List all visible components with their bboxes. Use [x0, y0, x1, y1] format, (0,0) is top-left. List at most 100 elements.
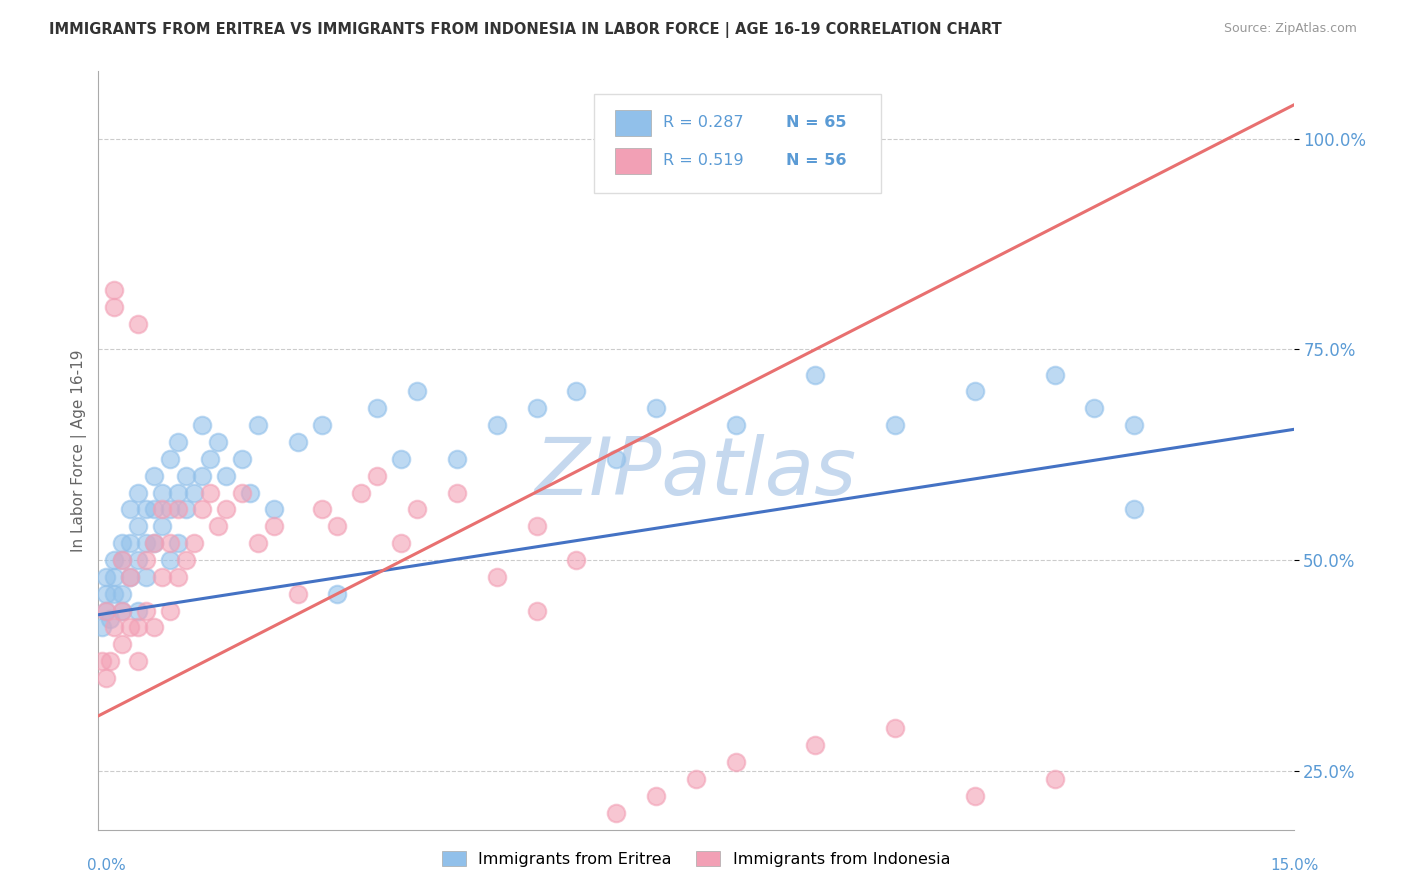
Point — [326, 587, 349, 601]
Point — [103, 587, 125, 601]
Point — [1123, 418, 1146, 433]
Point — [645, 789, 668, 803]
Point — [103, 300, 125, 314]
Text: 15.0%: 15.0% — [1271, 858, 1319, 872]
Point — [884, 418, 907, 433]
Point — [1043, 368, 1066, 382]
Point — [120, 570, 142, 584]
Point — [103, 570, 125, 584]
Point — [120, 502, 142, 516]
Point — [191, 418, 214, 433]
Point — [150, 570, 173, 584]
Point — [366, 468, 388, 483]
Point — [120, 620, 142, 634]
Point — [111, 553, 134, 567]
Point — [287, 435, 309, 450]
Point — [127, 485, 149, 500]
Point — [565, 553, 588, 567]
Point — [526, 401, 548, 416]
Point — [1202, 873, 1225, 888]
Point — [1043, 772, 1066, 786]
Point — [191, 468, 214, 483]
Point — [198, 451, 221, 466]
Point — [963, 384, 986, 399]
Point — [215, 468, 238, 483]
Point — [91, 620, 114, 634]
Point — [143, 536, 166, 550]
Point — [143, 620, 166, 634]
Text: ZIPatlas: ZIPatlas — [534, 434, 858, 512]
Point — [135, 570, 157, 584]
Point — [111, 553, 134, 567]
Point — [406, 502, 429, 516]
Point — [565, 384, 588, 399]
Point — [143, 468, 166, 483]
Point — [111, 603, 134, 617]
Point — [167, 485, 190, 500]
Point — [127, 654, 149, 668]
Point — [91, 654, 114, 668]
Point — [174, 502, 197, 516]
Point — [159, 536, 181, 550]
Point — [207, 519, 229, 533]
Point — [1123, 890, 1146, 892]
Point — [135, 502, 157, 516]
Point — [167, 435, 190, 450]
Point — [207, 435, 229, 450]
Point — [167, 536, 190, 550]
Point — [159, 502, 181, 516]
Text: 0.0%: 0.0% — [87, 858, 127, 872]
Point — [311, 418, 333, 433]
Point — [135, 553, 157, 567]
Point — [127, 620, 149, 634]
Point — [685, 772, 707, 786]
Legend: Immigrants from Eritrea, Immigrants from Indonesia: Immigrants from Eritrea, Immigrants from… — [434, 843, 957, 875]
Point — [724, 755, 747, 769]
Point — [1123, 502, 1146, 516]
Point — [96, 671, 118, 685]
Point — [287, 587, 309, 601]
Point — [127, 317, 149, 331]
Point — [159, 451, 181, 466]
Point — [963, 789, 986, 803]
Text: N = 65: N = 65 — [786, 115, 846, 129]
Point — [127, 603, 149, 617]
Text: N = 56: N = 56 — [786, 153, 846, 168]
Point — [98, 654, 122, 668]
Point — [350, 485, 373, 500]
Point — [389, 451, 412, 466]
Point — [446, 451, 468, 466]
Point — [485, 570, 508, 584]
Point — [96, 603, 118, 617]
Point — [804, 368, 827, 382]
Point — [111, 536, 134, 550]
Point — [183, 485, 205, 500]
Text: Source: ZipAtlas.com: Source: ZipAtlas.com — [1223, 22, 1357, 36]
Text: R = 0.519: R = 0.519 — [662, 153, 744, 168]
Point — [150, 485, 173, 500]
Point — [804, 739, 827, 753]
Point — [174, 553, 197, 567]
Point — [231, 485, 253, 500]
Point — [1083, 401, 1105, 416]
FancyBboxPatch shape — [614, 148, 651, 174]
Point — [191, 502, 214, 516]
Point — [143, 536, 166, 550]
Point — [263, 519, 285, 533]
Point — [120, 570, 142, 584]
Point — [111, 603, 134, 617]
Point — [98, 612, 122, 626]
Point — [366, 401, 388, 416]
Point — [215, 502, 238, 516]
Point — [96, 587, 118, 601]
Point — [605, 451, 627, 466]
Point — [884, 722, 907, 736]
Point — [724, 418, 747, 433]
Point — [111, 637, 134, 651]
Point — [150, 519, 173, 533]
Point — [406, 384, 429, 399]
Point — [103, 553, 125, 567]
Point — [143, 502, 166, 516]
Point — [167, 570, 190, 584]
Point — [159, 603, 181, 617]
